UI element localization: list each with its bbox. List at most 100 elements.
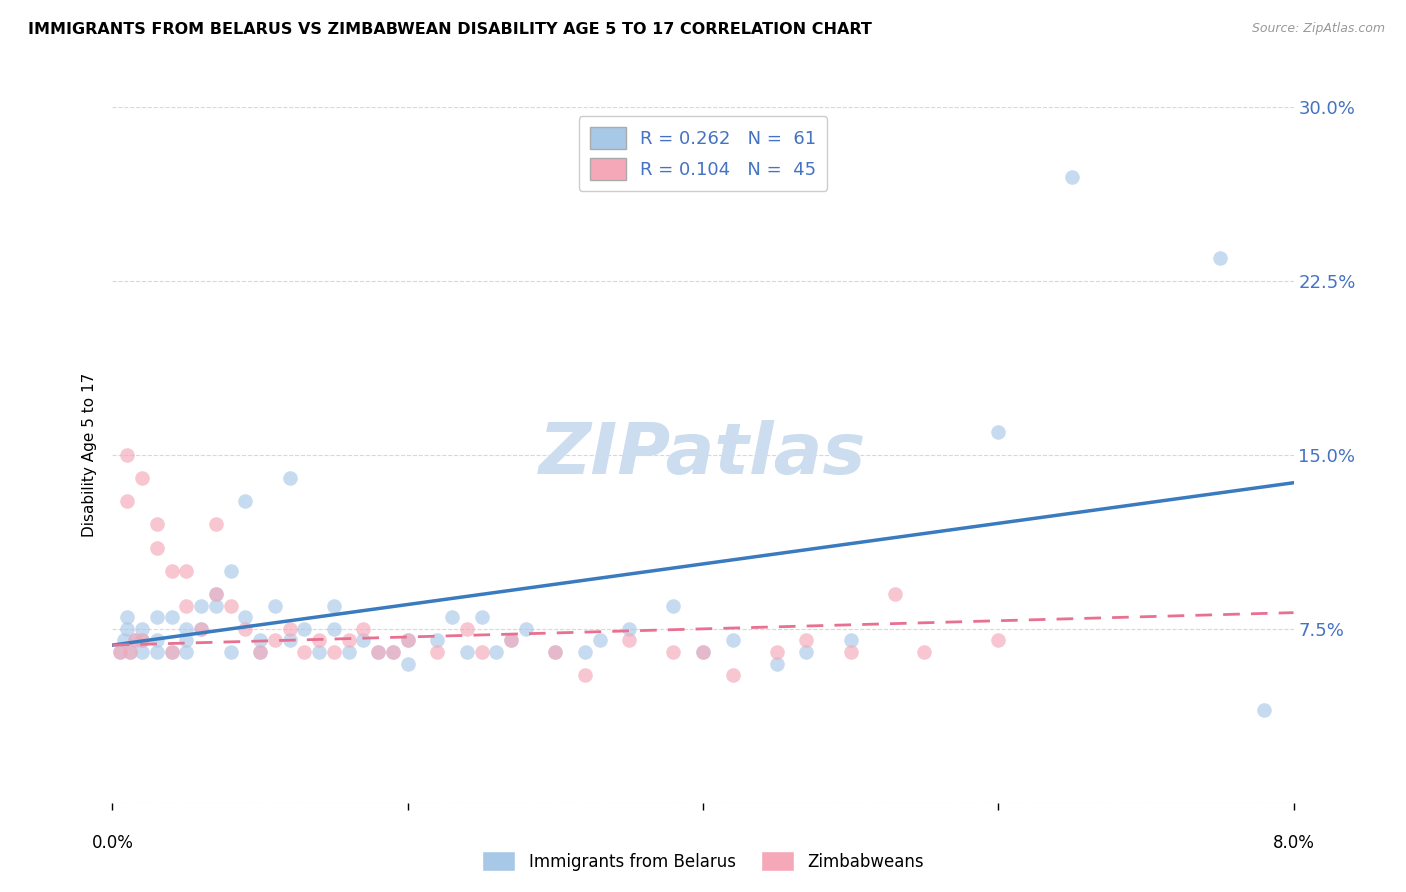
Point <box>219 564 242 578</box>
Point <box>337 633 360 648</box>
Point <box>264 633 287 648</box>
Point <box>264 599 287 613</box>
Point <box>205 599 228 613</box>
Point <box>501 633 523 648</box>
Point <box>515 622 537 636</box>
Point <box>278 471 301 485</box>
Point <box>796 633 818 648</box>
Point <box>205 587 228 601</box>
Point <box>367 645 389 659</box>
Point <box>131 471 153 485</box>
Point <box>249 633 271 648</box>
Point <box>146 610 169 624</box>
Point <box>174 633 197 648</box>
Point <box>278 633 301 648</box>
Point <box>146 517 169 532</box>
Point <box>120 645 142 659</box>
Legend: Immigrants from Belarus, Zimbabweans: Immigrants from Belarus, Zimbabweans <box>475 845 931 878</box>
Text: 8.0%: 8.0% <box>1272 834 1315 852</box>
Point <box>117 494 138 508</box>
Point <box>692 645 714 659</box>
Point <box>323 645 346 659</box>
Point <box>292 622 315 636</box>
Point <box>574 668 596 682</box>
Point <box>352 622 374 636</box>
Point <box>190 622 212 636</box>
Text: 0.0%: 0.0% <box>91 834 134 852</box>
Point <box>884 587 907 601</box>
Point <box>619 622 641 636</box>
Point <box>205 517 228 532</box>
Point <box>692 645 714 659</box>
Point <box>765 657 787 671</box>
Point <box>337 645 360 659</box>
Point <box>471 645 494 659</box>
Point <box>987 633 1010 648</box>
Point <box>721 668 744 682</box>
Point <box>471 610 494 624</box>
Point <box>323 599 346 613</box>
Point <box>456 645 478 659</box>
Point <box>117 448 138 462</box>
Point <box>308 633 330 648</box>
Point <box>588 633 610 648</box>
Point <box>839 645 862 659</box>
Point <box>501 633 523 648</box>
Point <box>160 564 183 578</box>
Text: Source: ZipAtlas.com: Source: ZipAtlas.com <box>1251 22 1385 36</box>
Point <box>456 622 478 636</box>
Point <box>120 645 142 659</box>
Point <box>131 645 153 659</box>
Point <box>233 610 256 624</box>
Point <box>396 657 419 671</box>
Point <box>1062 169 1084 184</box>
Point <box>292 645 315 659</box>
Point <box>987 425 1010 439</box>
Point <box>352 633 374 648</box>
Point <box>160 610 183 624</box>
Point <box>382 645 405 659</box>
Y-axis label: Disability Age 5 to 17: Disability Age 5 to 17 <box>82 373 97 537</box>
Point <box>146 541 169 555</box>
Point <box>117 610 138 624</box>
Point <box>662 599 685 613</box>
Point <box>544 645 567 659</box>
Point <box>1208 251 1232 265</box>
Point <box>308 645 330 659</box>
Point <box>367 645 389 659</box>
Point <box>108 645 131 659</box>
Point <box>662 645 685 659</box>
Point <box>131 633 153 648</box>
Point <box>219 599 242 613</box>
Point <box>839 633 862 648</box>
Point <box>124 633 146 648</box>
Point <box>396 633 419 648</box>
Point <box>441 610 464 624</box>
Point <box>174 564 197 578</box>
Point <box>146 633 169 648</box>
Point <box>382 645 405 659</box>
Point <box>160 645 183 659</box>
Point <box>108 645 131 659</box>
Point <box>1253 703 1275 717</box>
Point <box>146 645 169 659</box>
Point <box>131 633 153 648</box>
Point <box>396 633 419 648</box>
Point <box>249 645 271 659</box>
Point <box>174 645 197 659</box>
Point <box>174 599 197 613</box>
Point <box>131 622 153 636</box>
Text: ZIPatlas: ZIPatlas <box>540 420 866 490</box>
Point <box>160 645 183 659</box>
Point <box>124 633 146 648</box>
Point <box>219 645 242 659</box>
Point <box>190 622 212 636</box>
Point <box>426 645 449 659</box>
Point <box>249 645 271 659</box>
Point <box>765 645 787 659</box>
Point <box>485 645 508 659</box>
Point <box>574 645 596 659</box>
Point <box>117 622 138 636</box>
Point <box>619 633 641 648</box>
Point <box>914 645 936 659</box>
